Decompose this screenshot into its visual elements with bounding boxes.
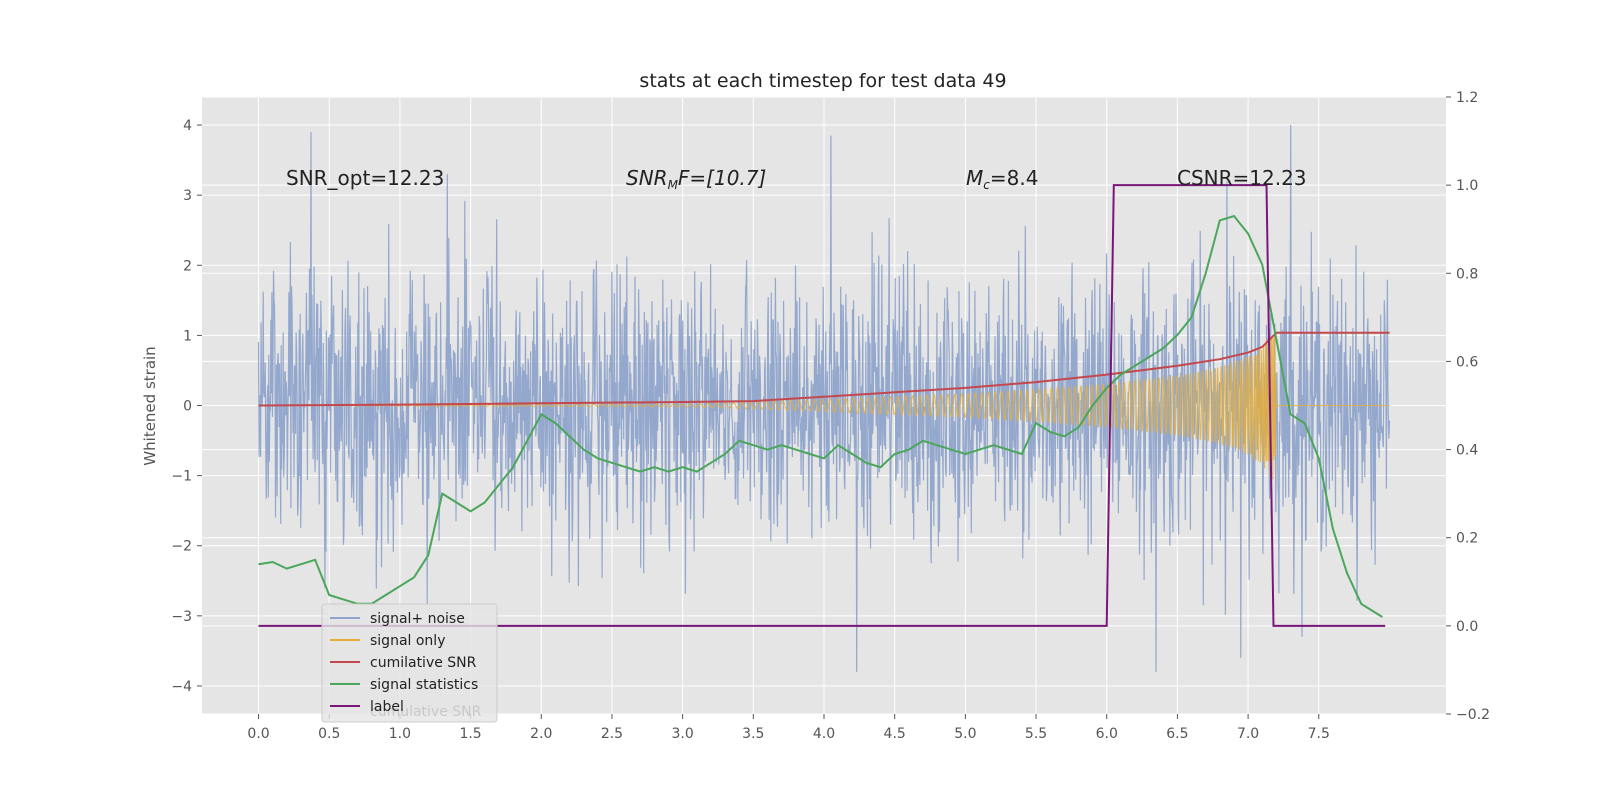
x-tick-label-10: 5.0: [954, 726, 976, 742]
annotation-mc-base: M: [966, 166, 983, 190]
y-left-tick-label-3: 1: [183, 328, 192, 344]
x-tick-label-3: 1.5: [459, 726, 481, 742]
x-tick-label-1: 0.5: [318, 726, 340, 742]
axes: 0.0 0.5 1.0 1.5 2.0 2.5 3.0 3.5 4.0 4.5 5.0 5.5 6.0 6…: [171, 90, 1490, 742]
x-tick-label-14: 7.0: [1237, 726, 1259, 742]
annotation-mc: Mc=8.4: [966, 166, 1038, 192]
y-axis-label: Whitened strain: [141, 346, 159, 465]
y-right-tick-label-1: 1.0: [1456, 178, 1478, 194]
y-right-tick-label-7: −0.2: [1456, 707, 1490, 723]
x-tick-label-15: 7.5: [1308, 726, 1330, 742]
legend-box: [321, 603, 498, 723]
chart-title: stats at each timestep for test data 49: [639, 70, 1006, 92]
annotation-snr-mf-base: SNR: [626, 166, 668, 190]
series-signal-only: [258, 329, 1390, 480]
y-left-tick-label-1: 3: [183, 188, 192, 204]
annotation-snr-opt: SNR_opt=12.23: [286, 166, 444, 190]
y-right-tick-label-4: 0.4: [1456, 443, 1478, 459]
x-tick-label-5: 2.5: [601, 726, 623, 742]
y-right-tick-label-3: 0.6: [1456, 354, 1478, 370]
x-tick-label-8: 4.0: [813, 726, 835, 742]
y-left-tick-label-5: −1: [171, 469, 192, 485]
legend: cumulative SNR signal+ noise signal only cu…: [321, 603, 498, 723]
plot-area: [257, 124, 1391, 672]
series-signal-statistics: [258, 214, 1383, 618]
series-cumulative-snr: [258, 331, 1390, 407]
legend-ghost-text: cumulative SNR: [370, 704, 482, 720]
annotation-snr-mf-rest: F=[10.7]: [678, 166, 766, 190]
legend-entry-1: signal only: [370, 633, 445, 649]
y-right-tick-label-5: 0.2: [1456, 531, 1478, 547]
x-tick-label-4: 2.0: [530, 726, 552, 742]
y-left-tick-label-7: −3: [171, 609, 192, 625]
x-tick-label-6: 3.0: [672, 726, 694, 742]
annotation-mc-sub: c: [983, 178, 990, 192]
annotation-snr-mf: SNRMF=[10.7]: [626, 166, 766, 192]
x-tick-label-11: 5.5: [1025, 726, 1047, 742]
legend-entry-2: cumilative SNR: [370, 655, 477, 671]
x-tick-label-13: 6.5: [1166, 726, 1188, 742]
y-left-tick-label-2: 2: [183, 258, 192, 274]
legend-entry-4: label: [370, 699, 404, 715]
x-tick-label-2: 1.0: [389, 726, 411, 742]
y-right-tick-label-0: 1.2: [1456, 90, 1478, 106]
x-tick-label-12: 6.0: [1096, 726, 1118, 742]
legend-entry-3: signal statistics: [370, 677, 478, 693]
annotation-snr-mf-sub: M: [668, 178, 679, 192]
y-right-tick-label-2: 0.8: [1456, 266, 1478, 282]
series-label: [258, 184, 1386, 627]
x-tick-label-9: 4.5: [884, 726, 906, 742]
legend-entry-0: signal+ noise: [370, 611, 465, 627]
annotation-mc-rest: =8.4: [990, 166, 1039, 190]
y-left-tick-label-0: 4: [183, 118, 192, 134]
y-left-tick-label-4: 0: [183, 399, 192, 415]
series-signal-noise: [257, 124, 1391, 672]
y-left-tick-label-8: −4: [171, 679, 192, 695]
annotation-csnr: CSNR=12.23: [1177, 166, 1307, 190]
x-tick-label-0: 0.0: [247, 726, 269, 742]
y-left-tick-label-6: −2: [171, 539, 192, 555]
x-tick-label-7: 3.5: [742, 726, 764, 742]
y-right-tick-label-6: 0.0: [1456, 619, 1478, 635]
